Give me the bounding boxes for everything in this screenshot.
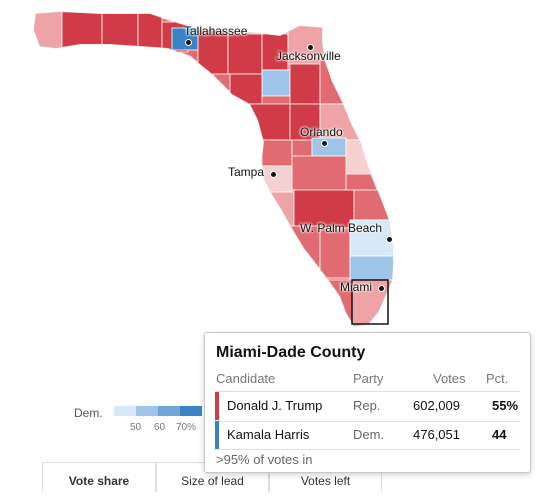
county-hendry[interactable] (319, 227, 351, 279)
city-label-west-palm-beach: W. Palm Beach (300, 221, 383, 235)
legend-swatch-3 (158, 406, 180, 416)
county-levy[interactable] (249, 103, 291, 141)
county-okaloosa[interactable] (101, 8, 139, 51)
tampa-dot (270, 171, 277, 178)
map-svg (30, 8, 396, 327)
vote-share-legend: Dem. 50 60 70% (74, 404, 214, 434)
candidate-pct: 55% (492, 398, 519, 413)
tallahassee-dot (185, 39, 192, 46)
county-santa-rosa[interactable] (61, 8, 103, 51)
candidate-row-trump: Donald J. Trump Rep. 602,009 55% (215, 392, 520, 422)
wpb-dot (386, 236, 393, 243)
reporting-status: >95% of votes in (216, 452, 313, 467)
city-label-tallahassee: Tallahassee (184, 24, 248, 38)
county-polk[interactable] (291, 155, 347, 191)
legend-swatch-1 (114, 406, 136, 416)
city-label-jacksonville: Jacksonville (276, 49, 341, 63)
candidate-row-harris: Kamala Harris Dem. 476,051 44 (215, 421, 520, 451)
county-flagler[interactable] (319, 59, 351, 105)
party-color-bar-dem (215, 421, 219, 449)
county-tooltip: Miami-Dade County Candidate Party Votes … (204, 332, 531, 473)
city-label-tampa: Tampa (228, 165, 265, 179)
party-color-bar-rep (215, 392, 219, 420)
header-pct: Pct. (486, 371, 509, 386)
florida-county-map: Tallahassee Jacksonville Orlando Tampa W… (30, 8, 396, 327)
county-st-lucie[interactable] (353, 189, 391, 221)
candidate-party: Rep. (353, 398, 381, 413)
county-brevard[interactable] (345, 139, 375, 175)
county-manatee[interactable] (261, 191, 295, 227)
city-label-orlando: Orlando (300, 125, 343, 139)
tooltip-title: Miami-Dade County (216, 344, 366, 361)
header-candidate: Candidate (216, 371, 276, 386)
county-dixie[interactable] (229, 73, 263, 105)
candidate-votes: 476,051 (413, 427, 460, 442)
county-pasco[interactable] (261, 139, 293, 167)
legend-swatch-2 (136, 406, 158, 416)
county-walton[interactable] (137, 8, 163, 51)
miami-dot (378, 285, 385, 292)
county-putnam[interactable] (289, 63, 321, 105)
legend-dem-label: Dem. (74, 406, 103, 420)
candidate-party: Dem. (353, 427, 385, 442)
legend-tick-70: 70% (176, 422, 197, 433)
county-suwannee[interactable] (227, 33, 263, 75)
legend-swatch-4 (180, 406, 202, 416)
legend-tick-60: 60 (154, 422, 166, 433)
candidate-name: Kamala Harris (227, 427, 310, 442)
tab-vote-share[interactable]: Vote share (42, 462, 156, 492)
footer-divider (215, 449, 520, 450)
jacksonville-dot (307, 44, 314, 51)
header-party: Party (353, 371, 384, 386)
miami-dade-highlight (351, 279, 389, 325)
county-lee[interactable] (279, 225, 321, 287)
county-orange[interactable] (311, 137, 347, 157)
county-marion[interactable] (289, 103, 321, 141)
legend-tick-50: 50 (130, 422, 142, 433)
row-divider (215, 421, 520, 422)
county-broward[interactable] (349, 255, 396, 281)
candidate-name: Donald J. Trump (227, 398, 323, 413)
county-hardee[interactable] (293, 189, 355, 229)
header-votes: Votes (433, 371, 466, 386)
orlando-dot (321, 140, 328, 147)
candidate-pct: 44 (492, 427, 507, 442)
header-divider (215, 391, 520, 392)
city-label-miami: Miami (340, 280, 372, 294)
county-escambia[interactable] (30, 8, 63, 51)
candidate-votes: 602,009 (413, 398, 460, 413)
county-alachua[interactable] (261, 69, 291, 97)
